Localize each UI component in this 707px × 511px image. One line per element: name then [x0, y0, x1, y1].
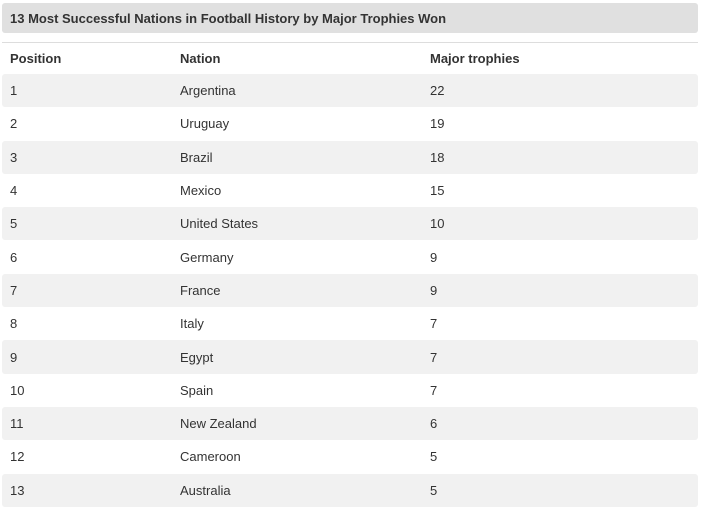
cell-trophies: 18	[430, 149, 445, 165]
cell-trophies: 7	[430, 382, 438, 398]
cell-position: 1	[10, 83, 18, 99]
cell-nation: Egypt	[180, 349, 214, 365]
cell-trophies: 5	[430, 482, 438, 498]
cell-nation: United States	[180, 216, 259, 232]
cell-nation: Argentina	[180, 83, 236, 99]
cell-position: 13	[10, 482, 25, 498]
cell-trophies: 6	[430, 416, 438, 432]
cell-position: 3	[10, 149, 18, 165]
table-row: 10 Spain 7	[2, 374, 698, 407]
cell-trophies: 19	[430, 116, 445, 132]
table-header-row: Position Nation Major trophies	[2, 42, 698, 74]
cell-nation: Brazil	[180, 149, 213, 165]
cell-nation: Italy	[180, 316, 204, 332]
cell-nation: France	[180, 282, 221, 298]
cell-position: 4	[10, 183, 18, 199]
cell-position: 8	[10, 316, 18, 332]
table-row: 4 Mexico 15	[2, 174, 698, 207]
table-row: 3 Brazil 18	[2, 140, 698, 174]
cell-nation: Australia	[180, 482, 231, 498]
cell-trophies: 9	[430, 282, 438, 298]
table-row: 6 Germany 9	[2, 240, 698, 273]
table-row: 12 Cameroon 5	[2, 440, 698, 473]
table-title: 13 Most Successful Nations in Football H…	[10, 10, 447, 26]
table-title-bar: 13 Most Successful Nations in Football H…	[2, 3, 698, 33]
table-row: 7 France 9	[2, 273, 698, 308]
cell-position: 12	[10, 449, 25, 465]
column-header-position: Position	[10, 51, 62, 66]
cell-trophies: 7	[430, 349, 438, 365]
column-header-nation: Nation	[180, 51, 221, 66]
cell-nation: Spain	[180, 382, 214, 398]
cell-trophies: 7	[430, 316, 438, 332]
cell-position: 7	[10, 282, 18, 298]
cell-nation: New Zealand	[180, 416, 257, 432]
cell-trophies: 10	[430, 216, 445, 232]
cell-position: 5	[10, 216, 18, 232]
cell-nation: Uruguay	[180, 116, 230, 132]
cell-nation: Mexico	[180, 183, 222, 199]
cell-trophies: 5	[430, 449, 438, 465]
table-row: 1 Argentina 22	[2, 74, 698, 108]
cell-nation: Germany	[180, 249, 234, 265]
table-row: 5 United States 10	[2, 207, 698, 241]
table-row: 9 Egypt 7	[2, 340, 698, 374]
table-row: 8 Italy 7	[2, 307, 698, 340]
table-row: 11 New Zealand 6	[2, 406, 698, 441]
cell-trophies: 15	[430, 183, 445, 199]
column-header-trophies: Major trophies	[430, 51, 520, 66]
cell-position: 2	[10, 116, 18, 132]
cell-position: 11	[10, 416, 24, 432]
trophies-table-widget: 13 Most Successful Nations in Football H…	[2, 3, 698, 507]
cell-position: 9	[10, 349, 18, 365]
table-row: 13 Australia 5	[2, 473, 698, 507]
table-body: 1 Argentina 22 2 Uruguay 19 3 Brazil 18 4 Mexico 15…	[2, 74, 698, 507]
cell-nation: Cameroon	[180, 449, 241, 465]
trophies-table: Position Nation Major trophies 1 Argentin…	[2, 42, 698, 507]
cell-trophies: 22	[430, 83, 445, 99]
table-row: 2 Uruguay 19	[2, 107, 698, 140]
cell-trophies: 9	[430, 249, 438, 265]
cell-position: 6	[10, 249, 18, 265]
cell-position: 10	[10, 382, 25, 398]
